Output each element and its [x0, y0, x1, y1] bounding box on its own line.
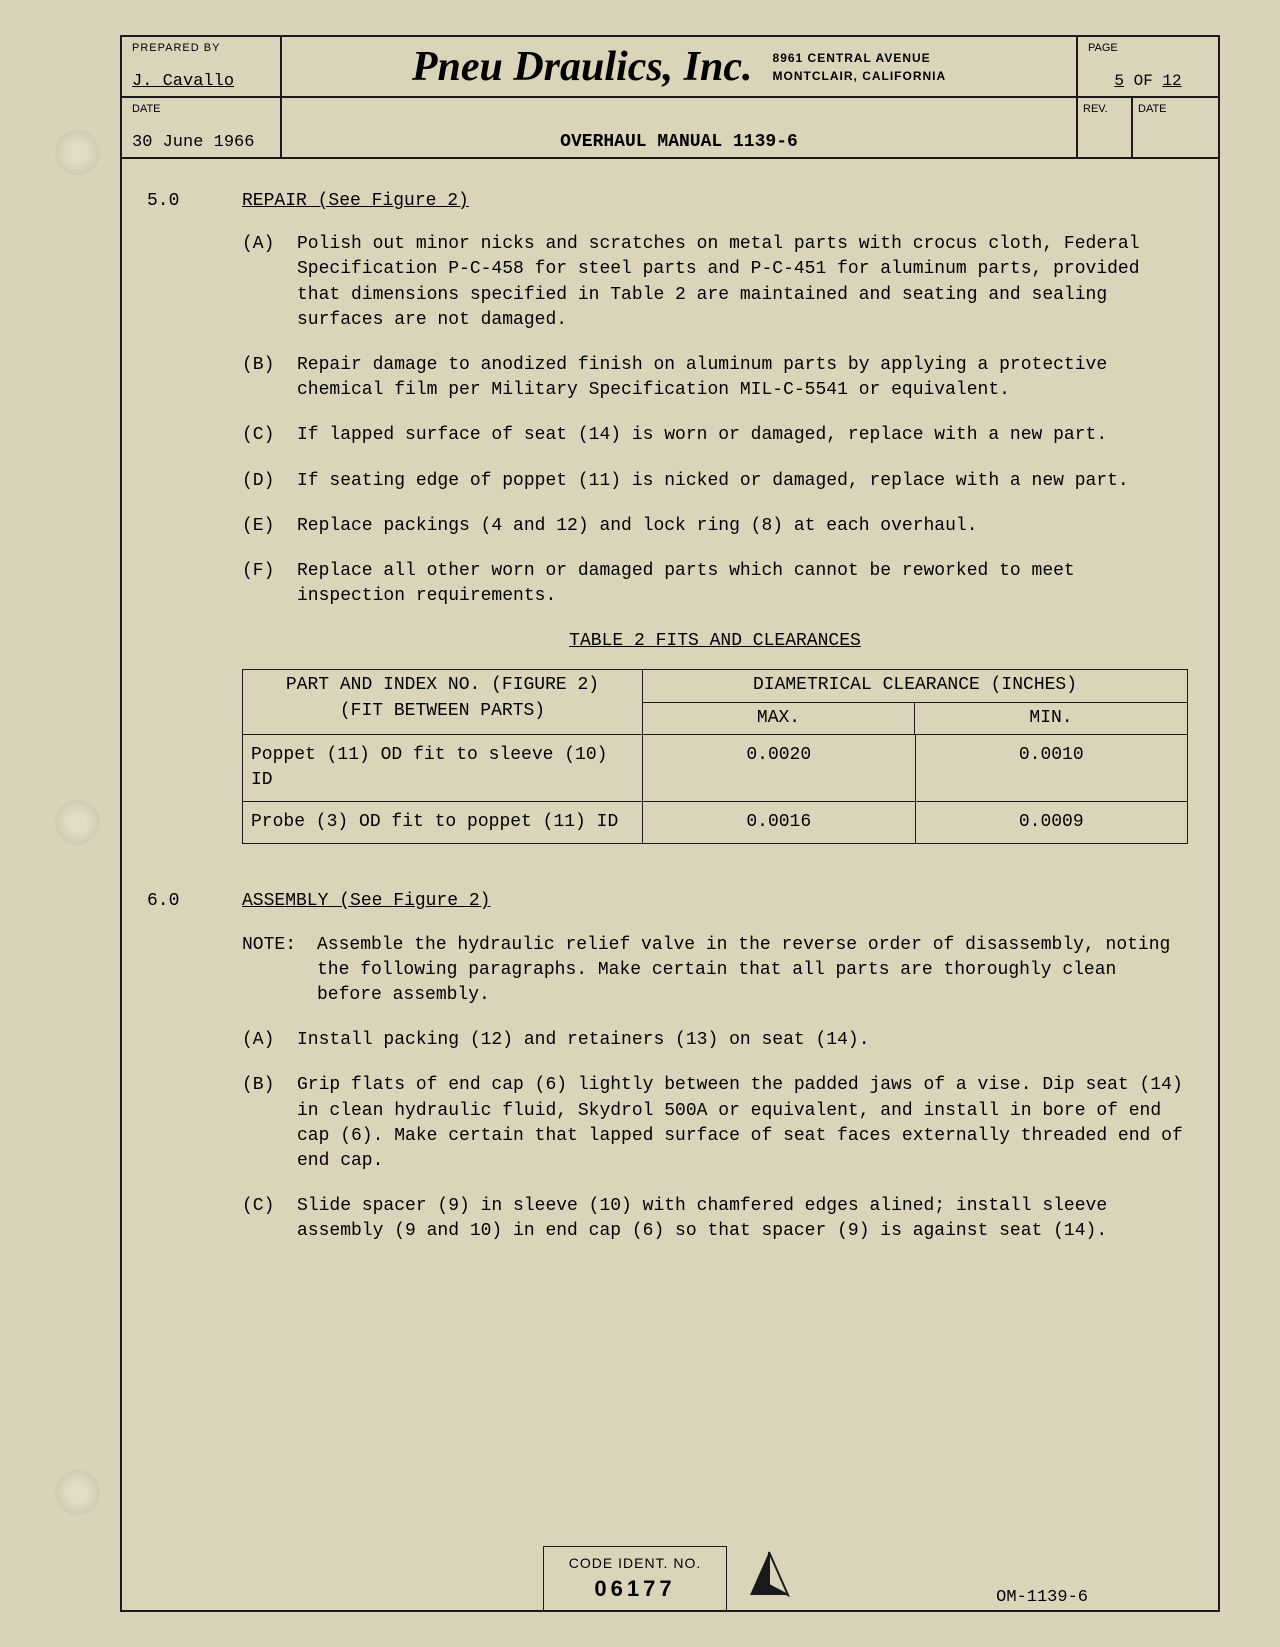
- table-col2-header: MAX.: [643, 703, 915, 734]
- list-text: Replace all other worn or damaged parts …: [297, 559, 1188, 609]
- page-cell: PAGE 5 OF 12: [1078, 37, 1218, 96]
- table-cell: Probe (3) OD fit to poppet (11) ID: [243, 802, 643, 843]
- section-title: ASSEMBLY (See Figure 2): [242, 889, 1188, 914]
- fits-table: PART AND INDEX NO. (FIGURE 2) (FIT BETWE…: [242, 669, 1188, 844]
- prepared-by-cell: PREPARED BY J. Cavallo: [122, 37, 282, 96]
- company-cell: Pneu Draulics, Inc. 8961 CENTRAL AVENUE …: [282, 37, 1078, 96]
- rev-cell: REV.: [1078, 98, 1133, 157]
- note-item: NOTE: Assemble the hydraulic relief valv…: [242, 933, 1188, 1009]
- address-line1: 8961 CENTRAL AVENUE: [773, 49, 947, 67]
- list-text: Repair damage to anodized finish on alum…: [297, 353, 1188, 403]
- date-label: DATE: [132, 103, 270, 115]
- rev-date-cell: DATE: [1133, 98, 1218, 157]
- list-marker: (F): [242, 559, 297, 609]
- list-marker: (E): [242, 514, 297, 539]
- manual-title: OVERHAUL MANUAL 1139-6: [282, 98, 1078, 157]
- code-value: 06177: [569, 1576, 701, 1602]
- list-item: (A) Polish out minor nicks and scratches…: [242, 232, 1188, 333]
- prepared-by-value: J. Cavallo: [132, 72, 270, 91]
- header-row-2: DATE 30 June 1966 OVERHAUL MANUAL 1139-6…: [122, 98, 1218, 159]
- header-row-1: PREPARED BY J. Cavallo Pneu Draulics, In…: [122, 37, 1218, 98]
- document-content: 5.0 REPAIR (See Figure 2) (A) Polish out…: [122, 159, 1218, 1304]
- page-number: 5 OF 12: [1088, 72, 1208, 90]
- table-cell: 0.0020: [643, 735, 916, 801]
- table-group-title: DIAMETRICAL CLEARANCE (INCHES): [643, 670, 1187, 702]
- address-line2: MONTCLAIR, CALIFORNIA: [773, 67, 947, 85]
- list-text: Grip flats of end cap (6) lightly betwee…: [297, 1073, 1188, 1174]
- document-frame: PREPARED BY J. Cavallo Pneu Draulics, In…: [120, 35, 1220, 1612]
- list-text: Install packing (12) and retainers (13) …: [297, 1028, 1188, 1053]
- list-text: Polish out minor nicks and scratches on …: [297, 232, 1188, 333]
- list-text: Slide spacer (9) in sleeve (10) with cha…: [297, 1194, 1188, 1244]
- list-text: If seating edge of poppet (11) is nicked…: [297, 469, 1188, 494]
- list-marker: (C): [242, 423, 297, 448]
- list-item: (F) Replace all other worn or damaged pa…: [242, 559, 1188, 609]
- section-body: REPAIR (See Figure 2) (A) Polish out min…: [242, 189, 1188, 869]
- section-title: REPAIR (See Figure 2): [242, 189, 1188, 214]
- section-number: 5.0: [147, 189, 242, 869]
- list-marker: (B): [242, 1073, 297, 1174]
- table-subcols: MAX. MIN.: [643, 703, 1187, 734]
- note-text: Assemble the hydraulic relief valve in t…: [317, 933, 1188, 1009]
- table-col3-header: MIN.: [915, 703, 1187, 734]
- prepared-by-label: PREPARED BY: [132, 42, 270, 54]
- table-cell: Poppet (11) OD fit to sleeve (10) ID: [243, 735, 643, 801]
- list-item: (C) Slide spacer (9) in sleeve (10) with…: [242, 1194, 1188, 1244]
- section-body: ASSEMBLY (See Figure 2) NOTE: Assemble t…: [242, 889, 1188, 1264]
- code-ident-box: CODE IDENT. NO. 06177: [543, 1546, 727, 1610]
- table-header: PART AND INDEX NO. (FIGURE 2) (FIT BETWE…: [243, 670, 1187, 734]
- note-marker: NOTE:: [242, 933, 317, 1009]
- table-title: TABLE 2 FITS AND CLEARANCES: [242, 629, 1188, 654]
- list-marker: (B): [242, 353, 297, 403]
- list-marker: (A): [242, 1028, 297, 1053]
- footer: CODE IDENT. NO. 06177 OM-1139-6: [122, 1535, 1218, 1610]
- punch-hole: [55, 800, 100, 845]
- list-item: (D) If seating edge of poppet (11) is ni…: [242, 469, 1188, 494]
- list-item: (A) Install packing (12) and retainers (…: [242, 1028, 1188, 1053]
- section-5: 5.0 REPAIR (See Figure 2) (A) Polish out…: [147, 189, 1188, 869]
- list-marker: (D): [242, 469, 297, 494]
- list-item: (E) Replace packings (4 and 12) and lock…: [242, 514, 1188, 539]
- table-col1-header: PART AND INDEX NO. (FIGURE 2) (FIT BETWE…: [243, 670, 643, 733]
- list-marker: (C): [242, 1194, 297, 1244]
- list-text: Replace packings (4 and 12) and lock rin…: [297, 514, 1188, 539]
- triangle-logo-icon: [742, 1547, 797, 1602]
- code-label: CODE IDENT. NO.: [569, 1555, 701, 1571]
- company-logo: Pneu Draulics, Inc.: [412, 43, 753, 91]
- table-row: Poppet (11) OD fit to sleeve (10) ID 0.0…: [243, 735, 1187, 802]
- list-item: (B) Grip flats of end cap (6) lightly be…: [242, 1073, 1188, 1174]
- table-cell: 0.0009: [916, 802, 1188, 843]
- table-col-group: DIAMETRICAL CLEARANCE (INCHES) MAX. MIN.: [643, 670, 1187, 733]
- table-cell: 0.0010: [916, 735, 1188, 801]
- section-6: 6.0 ASSEMBLY (See Figure 2) NOTE: Assemb…: [147, 889, 1188, 1264]
- company-address: 8961 CENTRAL AVENUE MONTCLAIR, CALIFORNI…: [773, 49, 947, 85]
- date-cell: DATE 30 June 1966: [122, 98, 282, 157]
- document-id: OM-1139-6: [996, 1588, 1088, 1607]
- table-cell: 0.0016: [643, 802, 916, 843]
- punch-hole: [55, 130, 100, 175]
- list-marker: (A): [242, 232, 297, 333]
- section-number: 6.0: [147, 889, 242, 1264]
- date-value: 30 June 1966: [132, 133, 270, 152]
- punch-hole: [55, 1470, 100, 1515]
- page-label: PAGE: [1088, 42, 1208, 54]
- table-row: Probe (3) OD fit to poppet (11) ID 0.001…: [243, 802, 1187, 843]
- list-item: (C) If lapped surface of seat (14) is wo…: [242, 423, 1188, 448]
- list-item: (B) Repair damage to anodized finish on …: [242, 353, 1188, 403]
- list-text: If lapped surface of seat (14) is worn o…: [297, 423, 1188, 448]
